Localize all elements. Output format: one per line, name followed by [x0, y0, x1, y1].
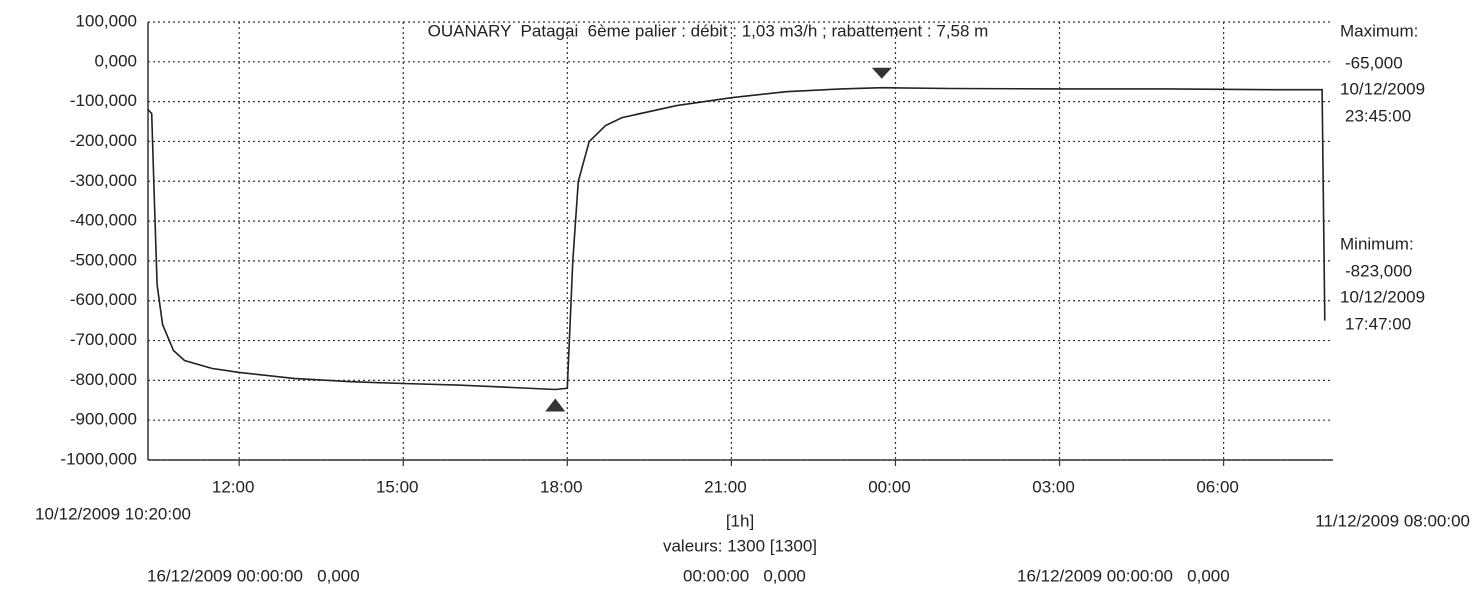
x-tick-label: 06:00: [1196, 477, 1239, 496]
chart-title: OUANARY Patagai 6ème palier : débit : 1,…: [428, 21, 989, 40]
max-time: 23:45:00: [1345, 106, 1411, 125]
y-tick-label: -700,000: [70, 330, 137, 349]
y-tick-label: -200,000: [70, 131, 137, 150]
y-tick-label: -400,000: [70, 211, 137, 230]
x-tick-label: 18:00: [540, 477, 583, 496]
max-date: 10/12/2009: [1340, 79, 1425, 98]
y-tick-label: -900,000: [70, 410, 137, 429]
min-marker: [545, 398, 566, 412]
footer-text: 16/12/2009 00:00:00 0,000: [147, 566, 360, 585]
min-date: 10/12/2009: [1340, 287, 1425, 306]
y-tick-label: 100,000: [76, 11, 137, 30]
y-tick-label: -300,000: [70, 171, 137, 190]
max-value: -65,000: [1345, 53, 1403, 72]
x-tick-label: 00:00: [868, 477, 911, 496]
y-tick-label: -800,000: [70, 370, 137, 389]
count-label: valeurs: 1300 [1300]: [663, 536, 817, 555]
max-label: Maximum:: [1340, 21, 1418, 40]
x-tick-label: 15:00: [376, 477, 419, 496]
min-value: -823,000: [1345, 261, 1412, 280]
data-line: [147, 86, 1326, 391]
min-label: Minimum:: [1340, 234, 1414, 253]
y-tick-label: -100,000: [70, 91, 137, 110]
x-tick-label: 12:00: [212, 477, 255, 496]
start-label: 10/12/2009 10:20:00: [35, 504, 191, 523]
footer-text: 00:00:00 0,000: [683, 566, 806, 585]
x-tick-label: 21:00: [704, 477, 747, 496]
interval-label: [1h]: [726, 511, 754, 530]
y-tick-label: -500,000: [70, 250, 137, 269]
min-time: 17:47:00: [1345, 314, 1411, 333]
end-label: 11/12/2009 08:00:00: [1315, 511, 1470, 530]
footer-text: 16/12/2009 00:00:00 0,000: [1017, 566, 1230, 585]
y-tick-label: -600,000: [70, 290, 137, 309]
y-tick-label: -1000,000: [60, 449, 137, 468]
max-marker: [871, 67, 892, 79]
x-tick-label: 03:00: [1032, 477, 1075, 496]
y-tick-label: 0,000: [94, 51, 137, 70]
